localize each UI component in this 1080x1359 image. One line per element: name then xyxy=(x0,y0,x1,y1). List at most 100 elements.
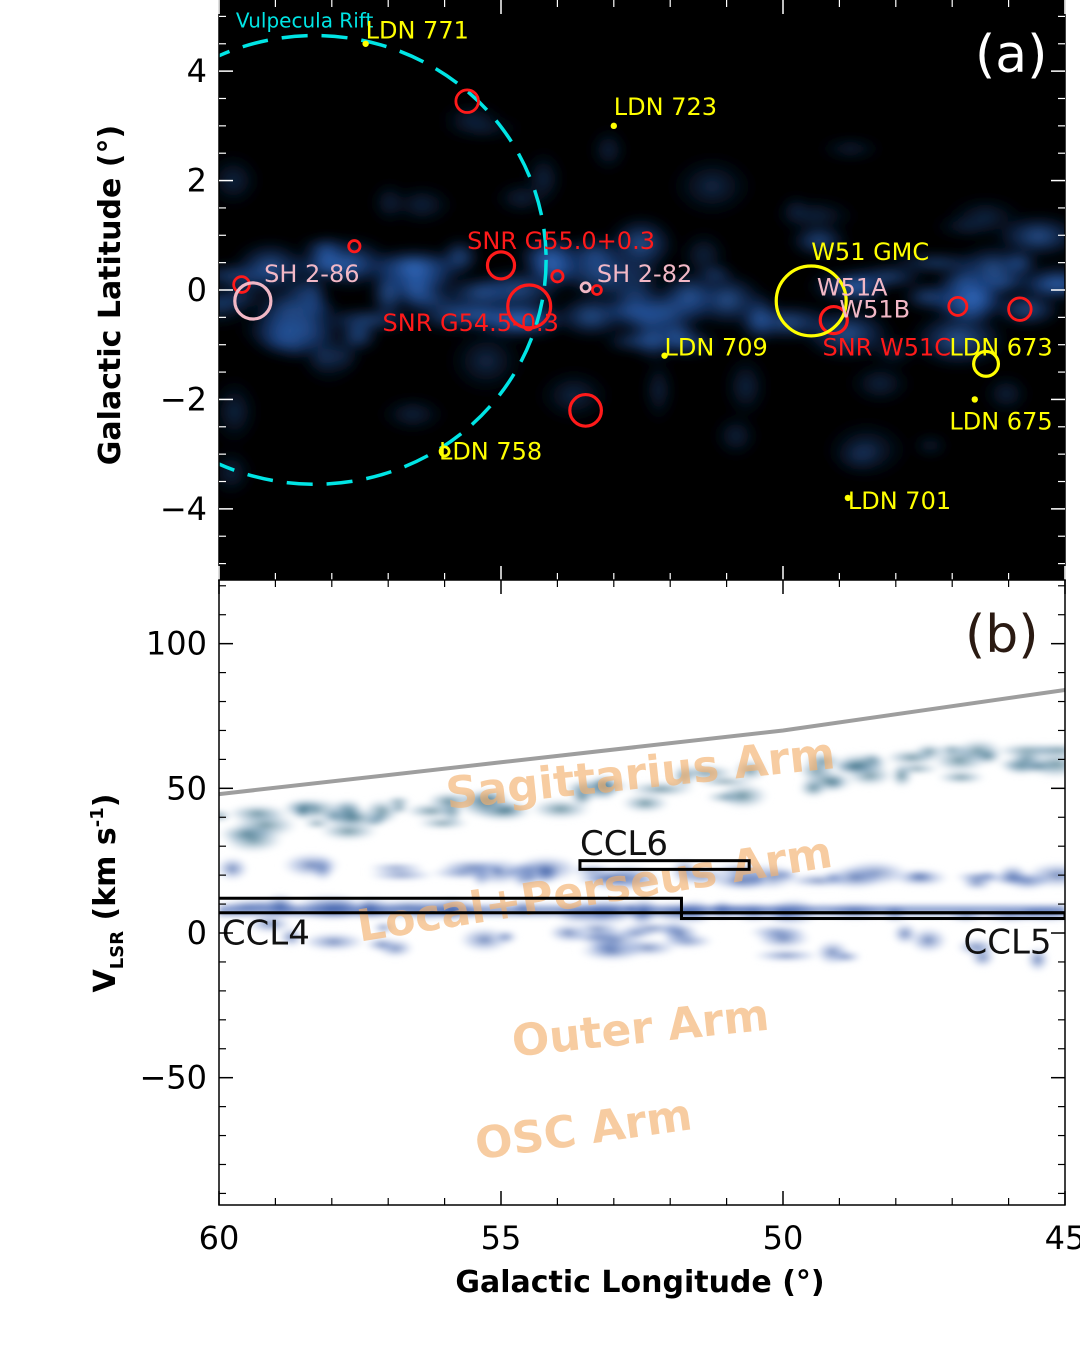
faint-emission-patch xyxy=(678,229,730,282)
source-markers xyxy=(232,88,1033,458)
pv-emission-patch xyxy=(1024,945,1052,974)
faint-emission-patch xyxy=(446,326,527,396)
y-tick-label: −50 xyxy=(139,1059,207,1097)
faint-emission-patch xyxy=(667,153,757,219)
x-tick-label: 55 xyxy=(481,1219,522,1257)
source-label: SNR G55.0+0.3 xyxy=(467,227,655,255)
pv-emission-patch xyxy=(508,853,584,884)
ccl-box xyxy=(578,859,751,871)
emission-patch xyxy=(907,309,1011,369)
faint-emission-patch xyxy=(523,148,564,209)
emission-patch xyxy=(437,276,525,310)
pv-emission-patch xyxy=(574,940,650,963)
pv-emission-patch xyxy=(821,864,890,891)
pv-emission-patch xyxy=(469,799,537,823)
pv-emission-patch xyxy=(888,762,916,789)
source-label: LDN 771 xyxy=(366,16,469,44)
pv-emission-patch xyxy=(953,937,1000,957)
pv-emission-patch xyxy=(316,807,391,830)
source-circle xyxy=(438,445,451,458)
faint-emission-patch xyxy=(590,127,627,173)
panel-b-ylabel: VLSR (km s-1) xyxy=(87,794,128,993)
source-circle xyxy=(947,295,969,317)
source-label: SH 2-86 xyxy=(264,260,359,288)
cloud-dot xyxy=(971,396,978,403)
y-tick-label: −4 xyxy=(160,490,207,528)
pv-emission-patch xyxy=(705,870,774,891)
faint-emission-patch xyxy=(219,152,262,208)
x-axis-label: Galactic Longitude (°) xyxy=(455,1265,824,1300)
cloud-dot xyxy=(661,352,668,359)
faint-emission-patch xyxy=(911,435,950,456)
ccl-label: CCL6 xyxy=(580,824,668,864)
pv-emission-patch xyxy=(219,855,251,882)
faint-emission-patch xyxy=(377,396,448,432)
source-circle xyxy=(347,239,362,254)
pv-emission-patch xyxy=(568,872,649,885)
faint-emission-patch xyxy=(846,362,914,405)
y-tick-label: −2 xyxy=(160,380,207,418)
source-label: Vulpecula Rift xyxy=(236,8,374,32)
ccl-box-labels: CCL6 CCL4 CCL5 xyxy=(222,824,1052,962)
pv-emission-patch xyxy=(752,926,815,951)
faint-emission-patch xyxy=(982,374,1031,414)
source-circle xyxy=(590,284,603,296)
cloud-dot-markers xyxy=(362,40,978,502)
faint-emission-patch xyxy=(566,256,650,311)
faint-emission-patch xyxy=(822,419,911,480)
tangent-curve xyxy=(219,687,1065,797)
pv-emission-patch xyxy=(612,928,660,939)
panel-b-background xyxy=(219,580,1065,1205)
pv-emission-patch xyxy=(588,775,618,791)
source-label: LDN 673 xyxy=(949,334,1052,362)
y-tick-label: 100 xyxy=(146,625,207,663)
y-tick-label: 4 xyxy=(187,52,207,90)
faint-emission-patch xyxy=(866,334,920,368)
panel-b-tag: (b) xyxy=(965,605,1039,665)
source-label: SNR W51C xyxy=(822,334,951,362)
pv-emission-patch xyxy=(290,801,315,821)
pv-emission-patch xyxy=(434,858,510,877)
faint-emission-patch xyxy=(535,368,613,423)
pv-emission-patch xyxy=(568,786,597,808)
y-tick-label: 2 xyxy=(187,162,207,200)
pv-emission-patch xyxy=(713,781,773,811)
faint-emission-patch xyxy=(713,414,759,458)
y-tick-label: 0 xyxy=(187,914,207,952)
source-circle xyxy=(774,264,848,338)
source-circle xyxy=(233,281,273,321)
pv-emission-patch xyxy=(363,862,430,873)
pv-emission-patch xyxy=(386,802,412,814)
source-label: LDN 675 xyxy=(949,408,1052,436)
x-tick-label: 60 xyxy=(199,1219,240,1257)
vulpecula-rift-circle xyxy=(219,33,548,486)
emission-patch xyxy=(787,225,851,257)
faint-emission-patch xyxy=(439,118,527,139)
faint-emission-patch xyxy=(815,138,886,159)
pv-emission-patch xyxy=(796,777,831,799)
y-tick-label: 0 xyxy=(187,271,207,309)
source-circle xyxy=(506,283,553,330)
emission-patch xyxy=(357,248,470,282)
pv-emission-patch xyxy=(362,937,401,952)
source-label: LDN 758 xyxy=(439,438,542,466)
pv-emission-patch xyxy=(881,748,943,767)
faint-emission-patch xyxy=(298,327,360,386)
panel-a-ylabel: Galactic Latitude (°) xyxy=(93,125,128,465)
pv-emission-patch xyxy=(658,921,703,946)
cloud-dot xyxy=(610,122,617,130)
pv-emission-patch xyxy=(933,769,990,785)
source-circle xyxy=(972,349,1001,378)
emission-patch xyxy=(651,316,701,354)
faint-emission-patch xyxy=(772,198,860,234)
source-circle xyxy=(550,269,565,284)
faint-emission-patch xyxy=(219,448,253,497)
source-label: W51B xyxy=(839,295,910,323)
pv-emission-patch xyxy=(1021,860,1065,890)
pv-emission-patch xyxy=(890,921,920,946)
panel-b-axes: 60 55 50 45 −50 0 50 100 xyxy=(139,579,1080,1257)
